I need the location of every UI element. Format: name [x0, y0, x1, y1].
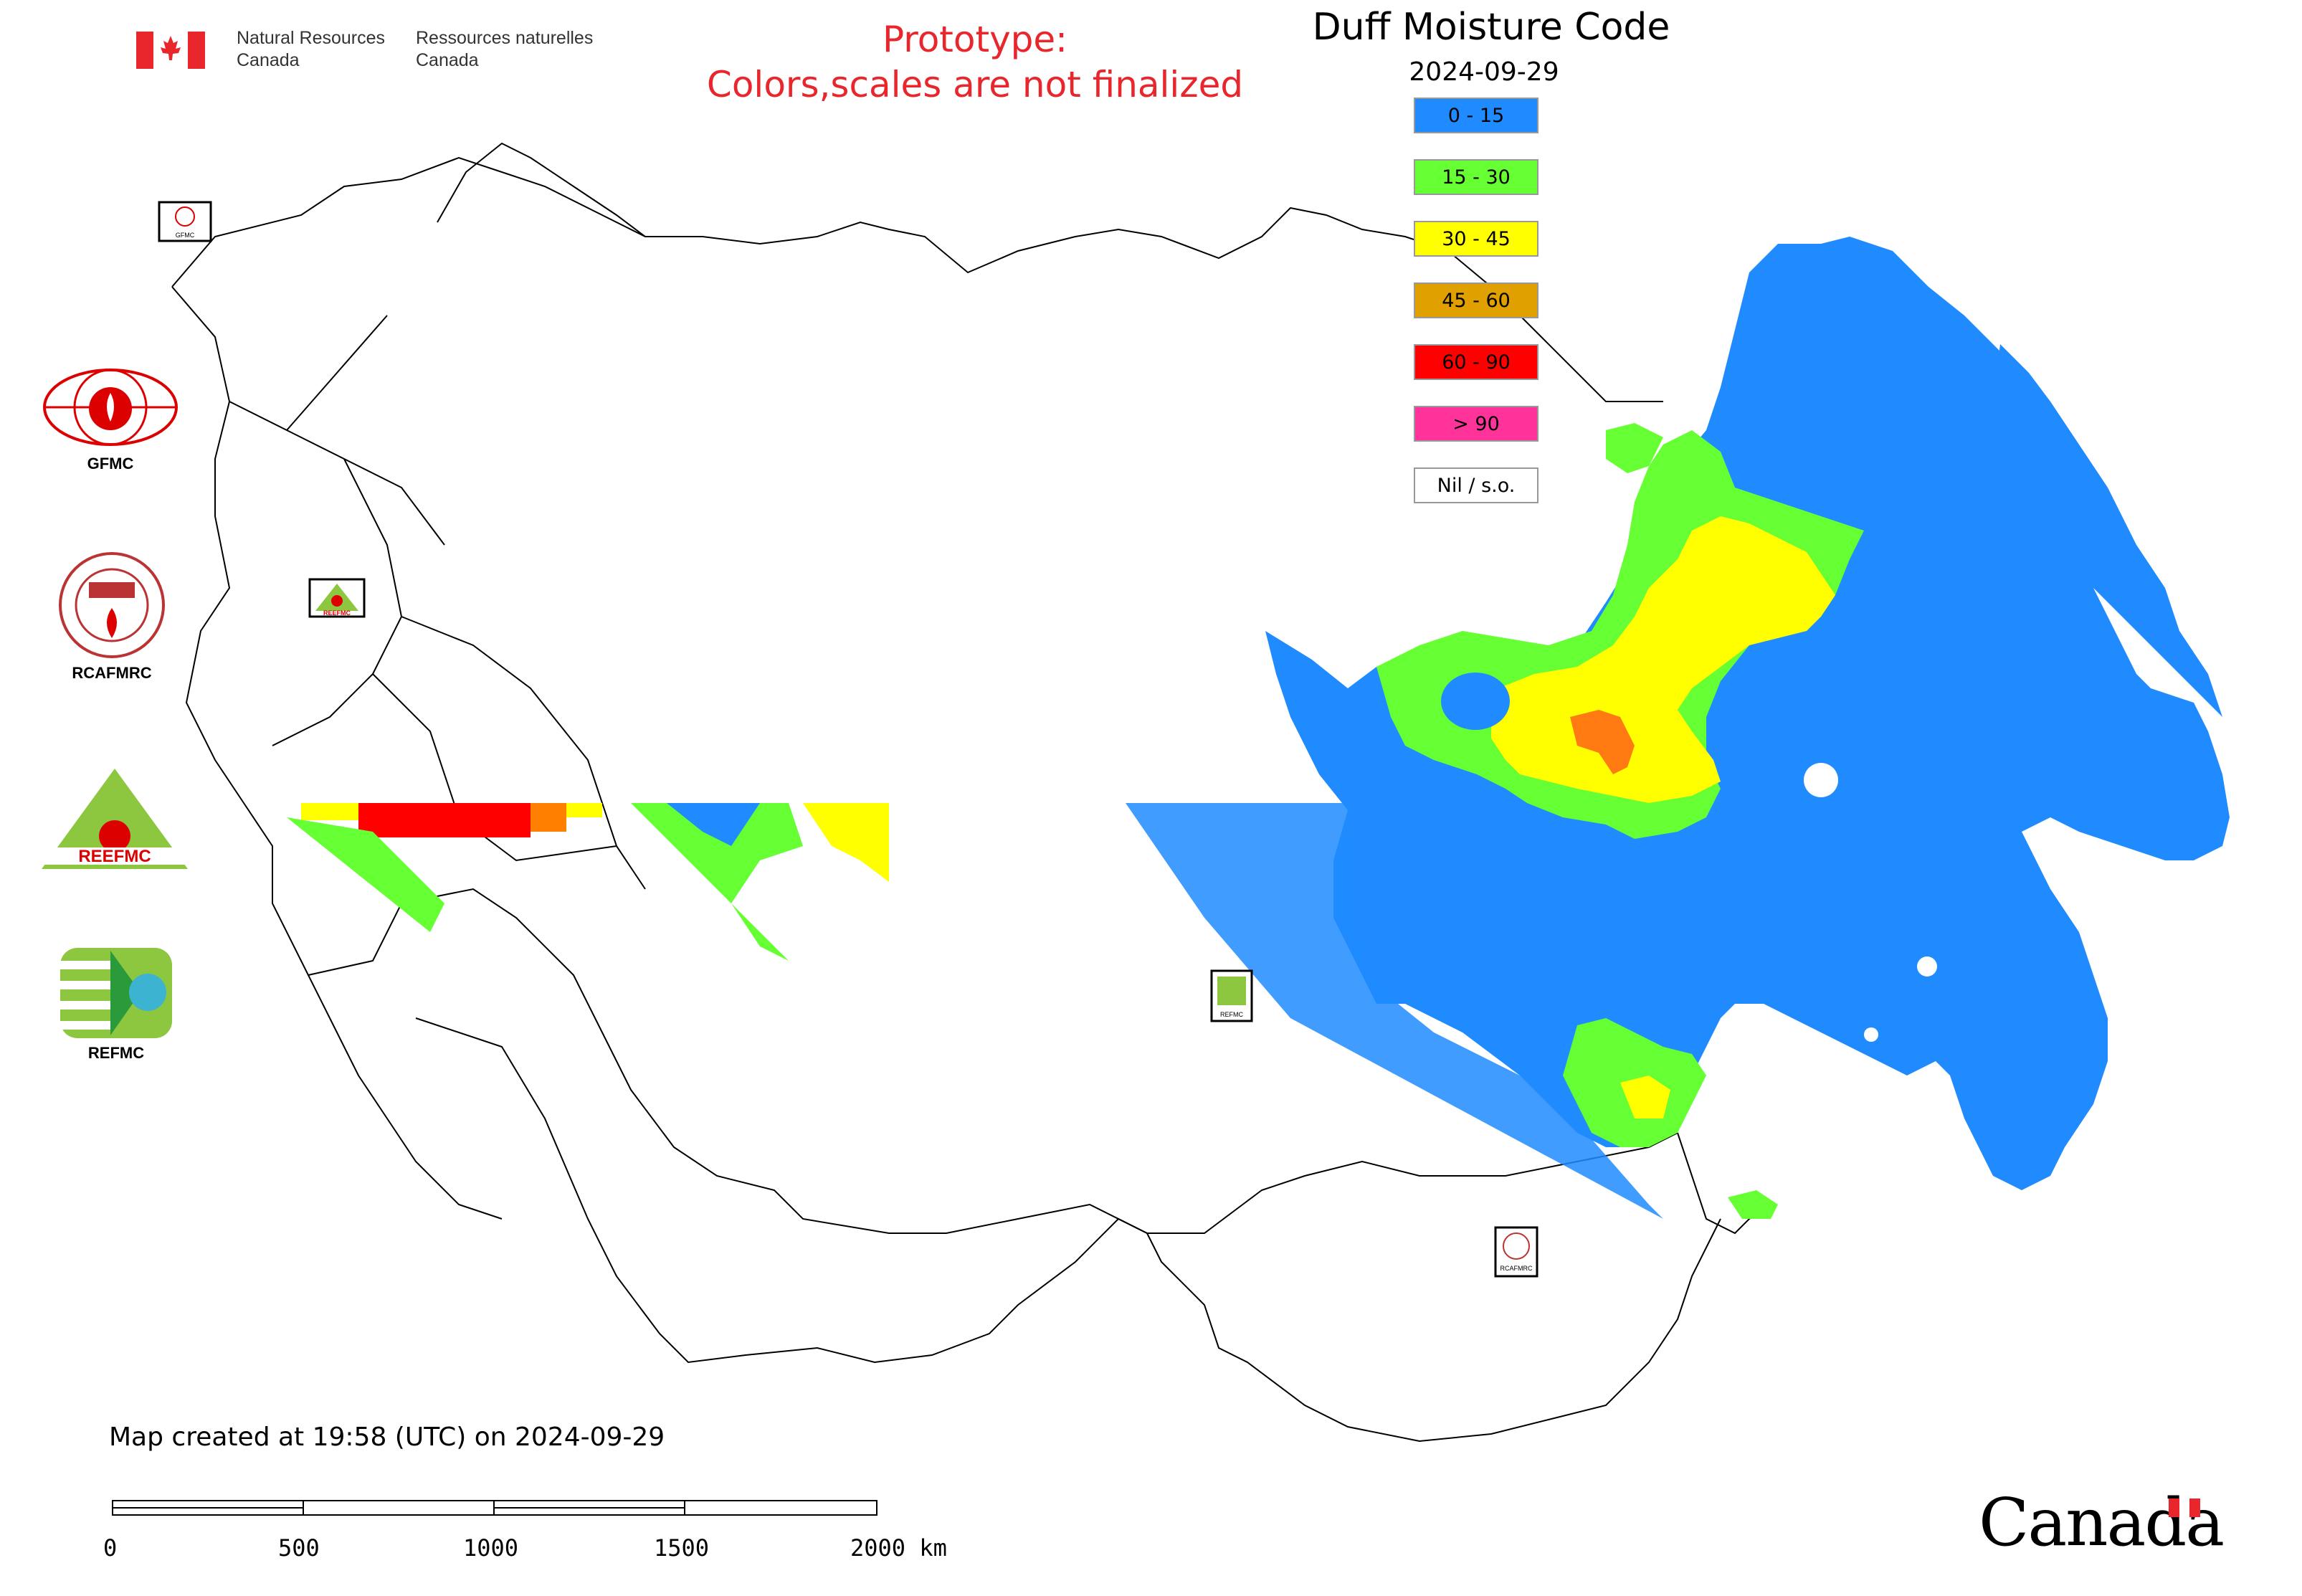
nil-spot-4: [2080, 1123, 2098, 1140]
refmc-label: REFMC: [87, 1044, 145, 1062]
country-boundaries: [171, 142, 1771, 1443]
scale-label-1000: 1000: [463, 1534, 519, 1562]
rcafmrc-logo-icon: [59, 552, 165, 658]
legend-item-45-60: 45 - 60: [1414, 282, 1538, 318]
prototype-line2: Colors,scales are not finalized: [706, 64, 1244, 105]
nrcan-en-line1: Natural Resources: [237, 28, 386, 48]
gfmc-inset-logo: GFMC: [158, 201, 212, 242]
map-created-timestamp: Map created at 19:58 (UTC) on 2024-09-29: [109, 1422, 665, 1452]
ural-dmc-60-90: [358, 803, 531, 837]
ural-dmc-30-45-b: [566, 803, 602, 817]
wordmark-flag-icon: [2169, 1498, 2201, 1517]
baikal-dmc-30-45: [1620, 1075, 1670, 1118]
scale-label-1500: 1500: [654, 1534, 710, 1562]
map-title: Duff Moisture Code: [1312, 6, 1670, 49]
nrcan-french: Ressources naturelles Canada: [416, 27, 595, 72]
legend-label: 0 - 15: [1447, 104, 1505, 127]
mongolia-border: [1146, 1218, 1721, 1443]
northern-coastline: [171, 156, 1663, 402]
yakutia-dmc-45-60: [1570, 710, 1635, 774]
kamchatka-dmc: [1993, 344, 2222, 717]
legend-item-60-90: 60 - 90: [1414, 344, 1538, 380]
rcafmrc-inset-label: RCAFMRC: [1500, 1265, 1533, 1272]
svg-text:REEFMC: REEFMC: [78, 847, 151, 866]
legend-item-30-45: 30 - 45: [1414, 221, 1538, 257]
refmc-logo-icon: [60, 948, 172, 1038]
nrcan-fr-line2: Canada: [416, 50, 479, 70]
ural-streak-1: [287, 817, 444, 932]
reefmc-inset-label: REEFMC: [323, 609, 351, 617]
prototype-line1: Prototype:: [882, 19, 1068, 60]
nil-spot-1: [1804, 763, 1838, 797]
legend-label: > 90: [1452, 412, 1500, 435]
map-date: 2024-09-29: [1409, 57, 1559, 87]
western-border: [171, 286, 330, 1019]
rcafmrc-inset-logo: RCAFMRC: [1494, 1226, 1538, 1278]
rcafmrc-logo: RCAFMRC: [52, 551, 172, 683]
caspian-region: [329, 1017, 503, 1220]
gfmc-logo: GFMC: [40, 364, 181, 473]
scale-label-0: 0: [103, 1534, 118, 1562]
dmc-zone-0-15: [1265, 237, 2230, 1190]
gfmc-logo-icon: [43, 369, 178, 446]
west-siberia-dmc-0-15: [667, 803, 760, 846]
legend-label: 30 - 45: [1442, 227, 1511, 250]
nrcan-signature: Natural Resources Canada Ressources natu…: [136, 27, 595, 72]
central-siberia-streaks: [1126, 803, 1663, 1219]
scale-label-500: 500: [278, 1534, 320, 1562]
reefmc-logo-icon: REEFMC: [42, 769, 188, 869]
legend-item-nil: Nil / s.o.: [1414, 467, 1538, 503]
kazakhstan-border: [415, 1017, 1148, 1364]
scale-bar: [112, 1500, 879, 1517]
canada-wordmark-text: Canada: [1979, 1484, 2225, 1561]
ural-dmc-45-60: [531, 803, 566, 832]
prototype-notice: Prototype: Colors,scales are not finaliz…: [631, 17, 1319, 108]
legend-label: Nil / s.o.: [1437, 474, 1516, 497]
legend-item-over-90: > 90: [1414, 406, 1538, 442]
amur-dmc-15-30: [1728, 1190, 1778, 1219]
refmc-inset-logo: REFMC: [1210, 969, 1253, 1022]
canada-wordmark: Canada: [1979, 1484, 2225, 1561]
legend-item-15-30: 15 - 30: [1414, 159, 1538, 195]
legend-label: 15 - 30: [1442, 166, 1511, 189]
reefmc-inset-logo: REEFMC: [308, 578, 366, 618]
nil-spot-5: [1690, 1110, 1713, 1133]
legend-item-0-15: 0 - 15: [1414, 98, 1538, 133]
nrcan-english: Natural Resources Canada: [237, 27, 416, 72]
lake-nil-1: [1441, 673, 1510, 730]
legend: 0 - 15 15 - 30 30 - 45 45 - 60 60 - 90 >…: [1414, 98, 1538, 529]
legend-label: 60 - 90: [1442, 351, 1511, 374]
europe-inner-borders: [229, 315, 646, 890]
ural-dmc-30-45: [301, 803, 358, 820]
chukotka-dmc-15-30: [1606, 423, 1663, 473]
legend-label: 45 - 60: [1442, 289, 1511, 312]
scale-label-2000: 2000 km: [850, 1534, 947, 1562]
nil-spot-2: [1917, 956, 1937, 977]
rcafmrc-label: RCAFMRC: [72, 664, 152, 682]
nil-spot-3: [1864, 1027, 1878, 1042]
dmc-coverage: [1265, 237, 2230, 1219]
gfmc-inset-label: GFMC: [176, 232, 195, 239]
nrcan-en-line2: Canada: [237, 50, 300, 70]
canada-flag-icon: [136, 32, 205, 69]
west-siberia-dmc-30-45: [803, 803, 889, 882]
west-siberia-dmc-15-30: [631, 803, 803, 961]
gfmc-label: GFMC: [87, 455, 134, 472]
central-asia-border: [308, 888, 1678, 1234]
nrcan-fr-line1: Ressources naturelles: [416, 28, 594, 48]
refmc-logo: REFMC: [59, 946, 173, 1063]
reefmc-logo: REEFMC: [37, 766, 192, 878]
dmc-stripe-artifacts: [287, 803, 1663, 1219]
scandinavia-outline: [437, 142, 646, 237]
refmc-inset-label: REFMC: [1220, 1011, 1243, 1018]
